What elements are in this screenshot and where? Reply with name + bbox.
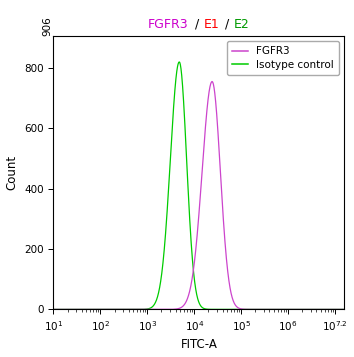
- X-axis label: FITC-A: FITC-A: [181, 338, 217, 351]
- Legend: FGFR3, Isotype control: FGFR3, Isotype control: [227, 41, 339, 75]
- Y-axis label: Count: Count: [6, 155, 18, 190]
- Text: /: /: [221, 17, 233, 31]
- Text: FGFR3: FGFR3: [148, 17, 188, 31]
- Text: E1: E1: [204, 17, 219, 31]
- Text: /: /: [191, 17, 203, 31]
- Text: E2: E2: [234, 17, 249, 31]
- Text: 906: 906: [42, 16, 52, 36]
